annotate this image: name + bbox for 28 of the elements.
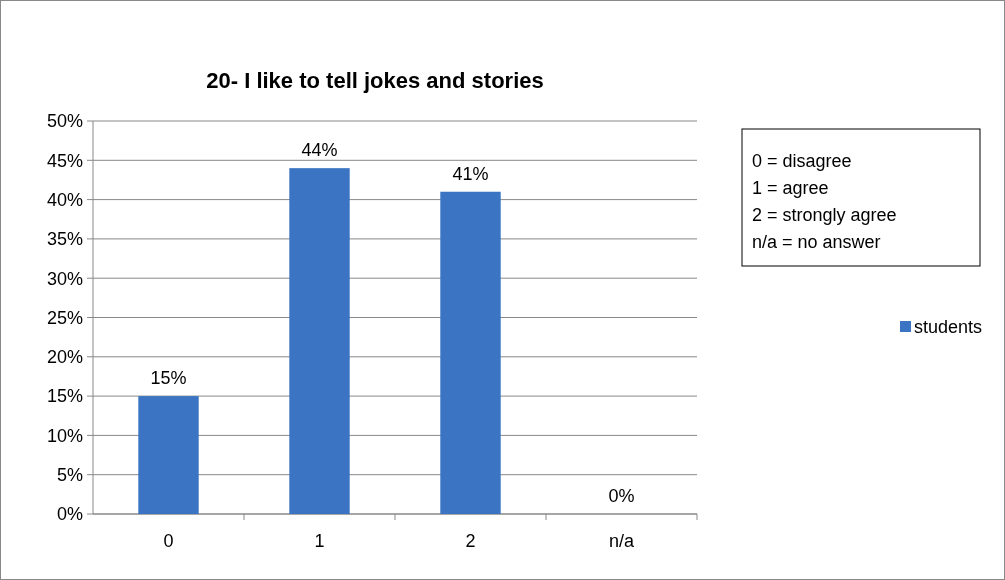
data-label: 15% bbox=[150, 368, 187, 389]
bar bbox=[289, 168, 350, 514]
bar bbox=[440, 191, 501, 514]
chart-title: 20- I like to tell jokes and stories bbox=[206, 68, 544, 93]
y-tick-label: 15% bbox=[46, 386, 83, 407]
y-tick-label: 45% bbox=[46, 150, 83, 171]
data-label: 0% bbox=[608, 486, 635, 506]
x-tick-label: 0 bbox=[163, 531, 174, 551]
y-tick-label: 5% bbox=[56, 465, 83, 485]
text: 1 = agree bbox=[752, 178, 829, 198]
text: n/a = no answer bbox=[752, 232, 881, 252]
text: 2 = strongly agree bbox=[752, 205, 897, 225]
y-tick-label: 20% bbox=[46, 347, 83, 368]
data-label: 41% bbox=[452, 163, 489, 184]
y-tick-label: 50% bbox=[46, 111, 83, 132]
y-tick-label: 40% bbox=[46, 189, 83, 210]
legend-label: students bbox=[914, 317, 983, 338]
x-tick-label: n/a bbox=[608, 531, 635, 551]
y-tick-label: 30% bbox=[46, 268, 83, 289]
x-tick-label: 1 bbox=[314, 531, 325, 551]
text: 0 = disagree bbox=[752, 151, 852, 171]
y-tick-label: 0% bbox=[56, 504, 83, 525]
y-tick-label: 35% bbox=[46, 229, 83, 250]
data-label: 44% bbox=[301, 140, 338, 161]
x-tick-label: 2 bbox=[465, 531, 476, 551]
y-tick-label: 25% bbox=[46, 307, 83, 328]
y-tick-label: 10% bbox=[46, 425, 83, 446]
bar bbox=[138, 396, 199, 514]
